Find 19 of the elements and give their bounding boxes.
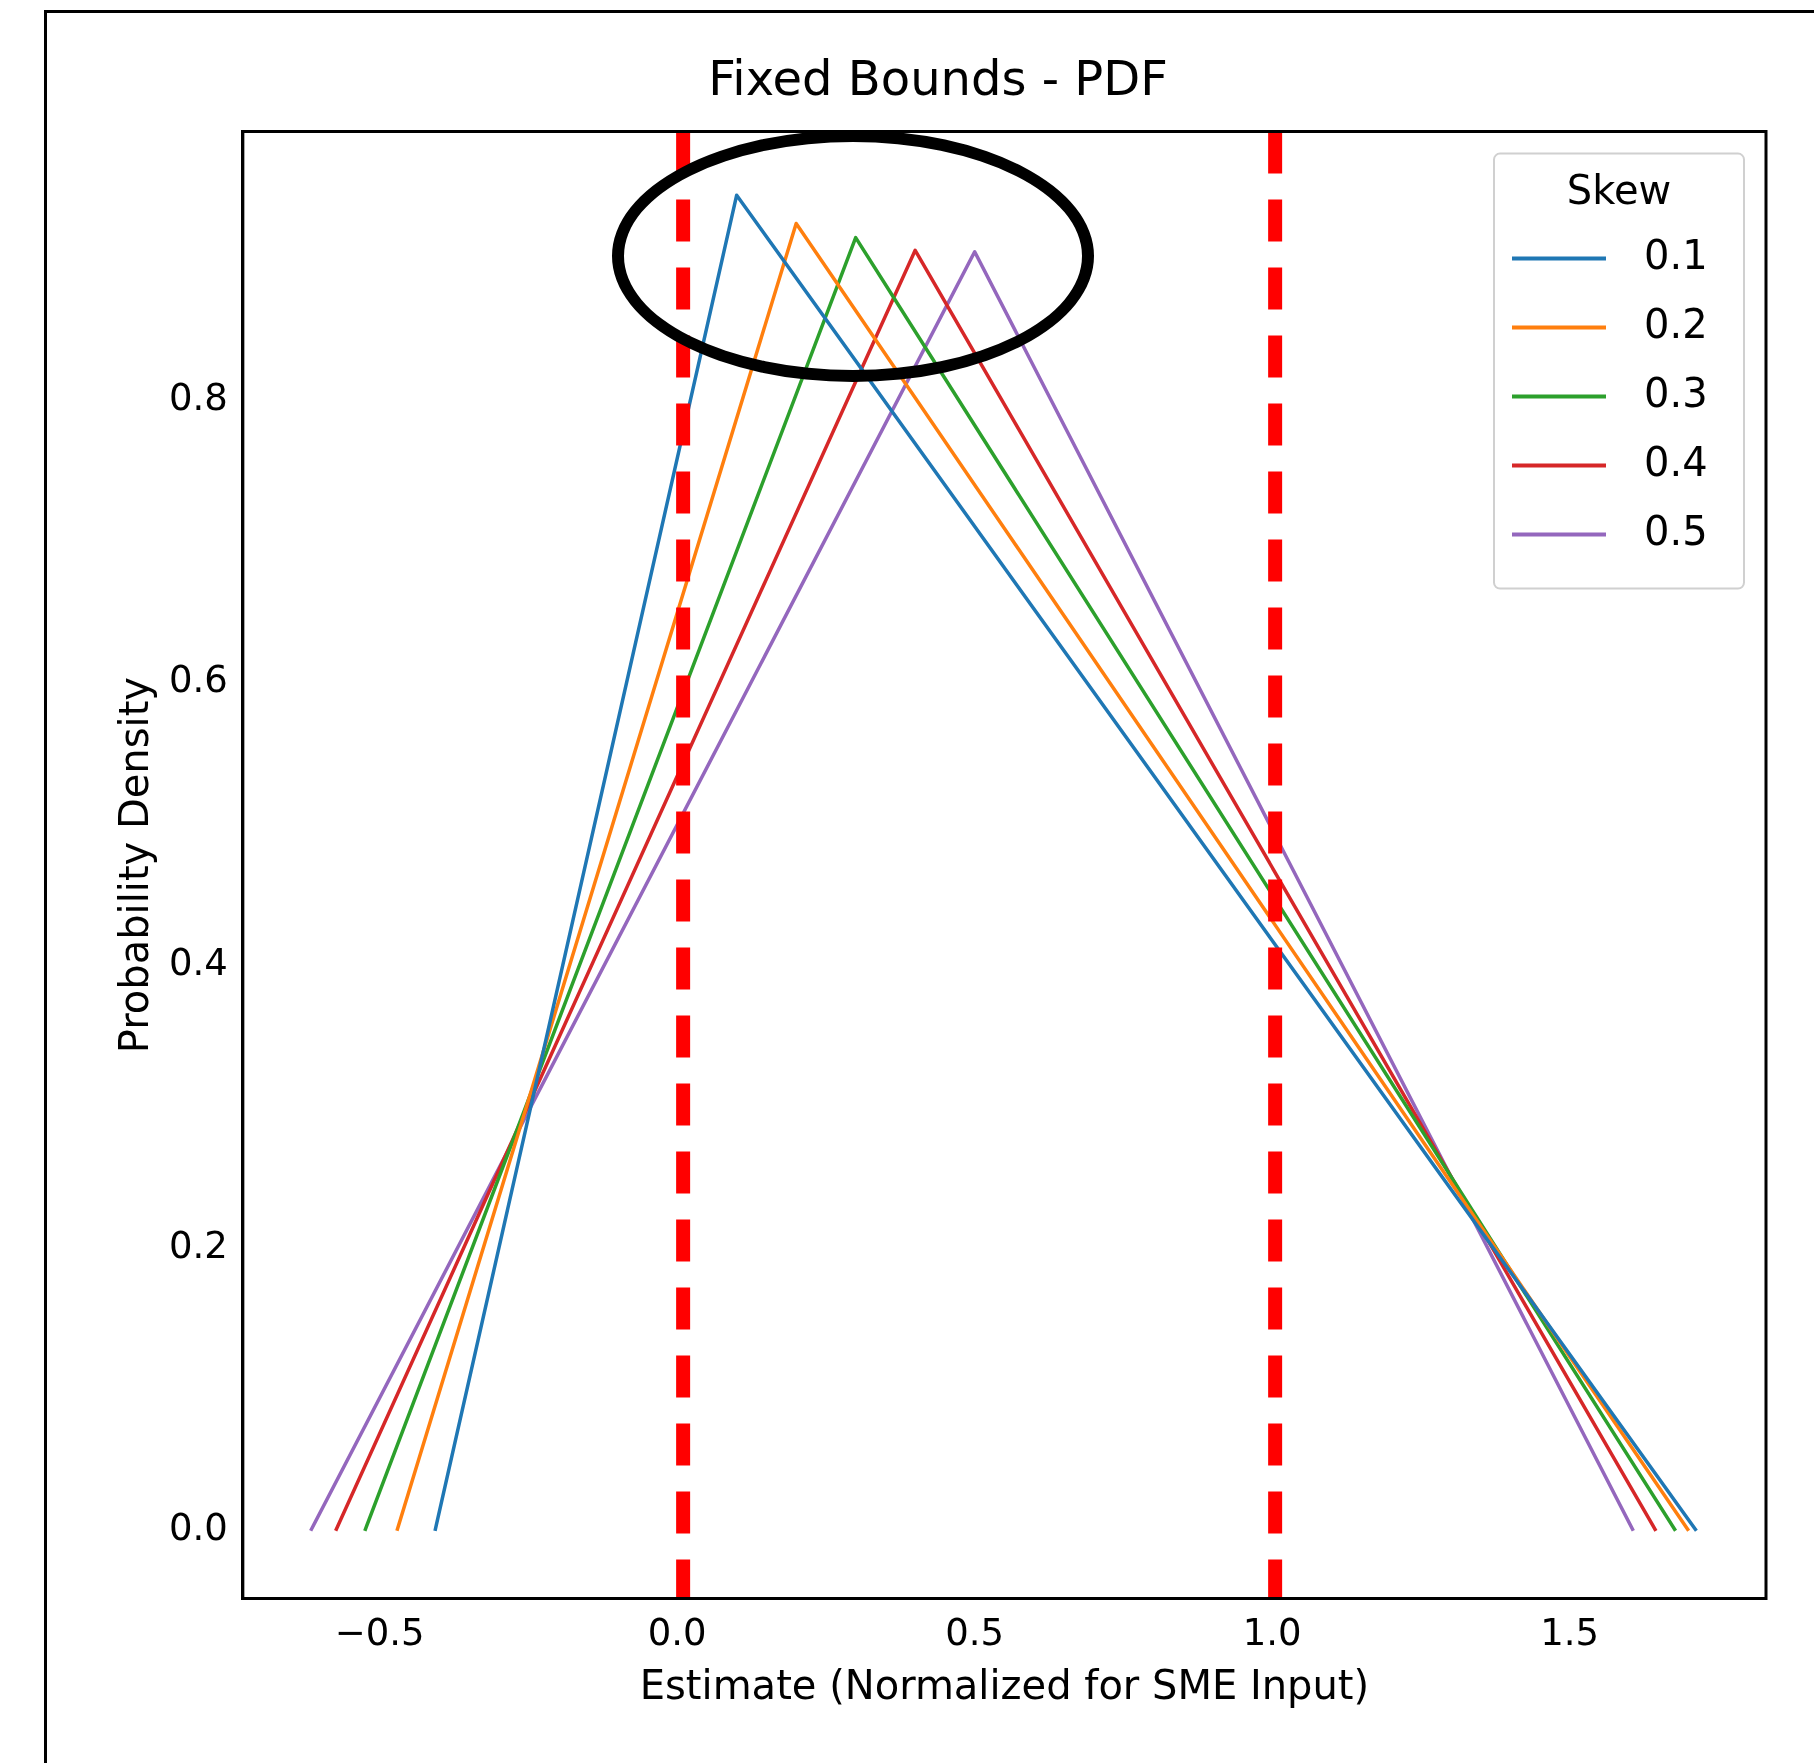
legend-label: 0.2 [1644,300,1708,347]
x-tick-label: 1.5 [1540,1611,1600,1655]
y-tick-label: 0.0 [169,1506,228,1550]
x-axis-title: Estimate (Normalized for SME Input) [639,1662,1370,1709]
x-tick-label: 1.0 [1242,1611,1302,1655]
chart-title: Fixed Bounds - PDF [708,50,1168,107]
x-tick-label: −0.5 [334,1611,425,1655]
x-tick-label: 0.5 [945,1611,1005,1655]
x-tick-label: 0.0 [647,1611,707,1655]
legend-title: Skew [1566,166,1672,213]
y-tick-label: 0.4 [169,941,228,985]
legend-label: 0.1 [1644,231,1708,278]
y-axis-title: Probability Density [111,676,158,1054]
y-tick-label: 0.6 [169,658,228,702]
legend-label: 0.3 [1644,369,1708,416]
y-tick-label: 0.2 [169,1223,228,1267]
y-tick-label: 0.8 [169,375,228,419]
legend-label: 0.5 [1644,507,1708,554]
legend-label: 0.4 [1644,438,1708,485]
